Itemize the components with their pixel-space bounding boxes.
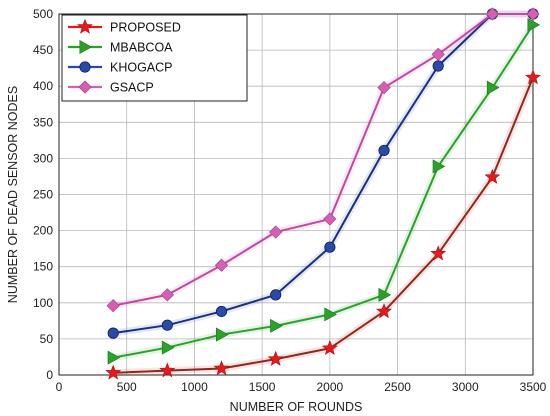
marker-circle: [378, 144, 390, 157]
marker-star: [105, 364, 122, 380]
series-mbabcoa: [107, 17, 541, 365]
series-proposed: [105, 69, 541, 380]
y-tick-label: 0: [46, 368, 53, 382]
y-tick-label: 300: [33, 151, 53, 165]
marker-diamond: [214, 258, 229, 272]
x-tick-label: 500: [117, 380, 137, 394]
axes: 0 500 1000 1500 2000 2500 3000 3500 0 50 100 150 200…: [33, 7, 547, 394]
marker-triangle: [527, 17, 541, 32]
marker-star: [213, 360, 230, 376]
marker-star: [525, 69, 541, 85]
marker-diamond: [485, 7, 499, 21]
marker-star: [376, 303, 392, 319]
x-tick-label: 1000: [181, 380, 208, 394]
marker-circle: [324, 241, 336, 253]
marker-diamond: [106, 299, 120, 313]
marker-diamond: [526, 7, 540, 21]
marker-diamond: [323, 212, 337, 226]
x-tick-label: 3000: [452, 380, 479, 394]
y-tick-label: 500: [33, 7, 53, 21]
marker-star: [77, 18, 93, 34]
y-tick-label: 450: [33, 43, 53, 57]
y-tick-label: 350: [33, 115, 53, 129]
legend-label: KHOGACP: [110, 61, 173, 75]
marker-circle: [432, 60, 444, 72]
y-tick-label: 250: [33, 188, 53, 202]
y-tick-label: 200: [33, 224, 53, 238]
legend-label: PROPOSED: [110, 21, 181, 35]
marker-star: [430, 245, 447, 261]
series-group: [105, 7, 541, 380]
marker-triangle: [270, 318, 283, 333]
marker-triangle: [161, 340, 175, 355]
marker-triangle: [432, 159, 446, 174]
series-gsacp: [106, 7, 540, 313]
marker-triangle: [107, 350, 121, 365]
marker-diamond: [160, 288, 174, 302]
marker-triangle: [324, 307, 337, 322]
x-tick-label: 1500: [249, 380, 276, 394]
marker-star: [321, 339, 338, 356]
marker-circle: [270, 289, 282, 301]
y-tick-label: 50: [40, 332, 54, 346]
legend-item-mbabcoa: MBABCOA: [68, 39, 173, 55]
y-tick-label: 100: [33, 296, 53, 310]
marker-circle: [107, 327, 119, 339]
marker-triangle: [378, 287, 392, 302]
plot-frame: [58, 13, 534, 376]
x-axis-title: NUMBER OF ROUNDS: [230, 400, 363, 414]
marker-triangle: [486, 80, 500, 95]
y-tick-label: 150: [33, 260, 53, 274]
marker-diamond: [269, 225, 283, 239]
legend-item-khogacp: KHOGACP: [68, 61, 173, 75]
legend-item-gsacp: GSACP: [68, 80, 154, 95]
y-axis-title: NUMBER OF DEAD SENSOR NODES: [6, 86, 20, 303]
legend-label: MBABCOA: [110, 41, 173, 55]
marker-star: [484, 168, 501, 184]
marker-circle: [215, 305, 228, 318]
marker-diamond: [377, 81, 391, 95]
marker-circle: [79, 61, 91, 73]
legend-label: GSACP: [110, 81, 154, 95]
x-tick-label: 3500: [520, 380, 547, 394]
y-tick-label: 400: [33, 79, 53, 93]
x-tick-label: 0: [56, 380, 63, 394]
marker-diamond: [431, 47, 445, 62]
marker-circle: [161, 319, 173, 331]
x-tick-label: 2000: [317, 380, 344, 394]
x-tick-label: 2500: [384, 380, 411, 394]
marker-triangle: [79, 39, 93, 55]
legend: PROPOSED MBABCOA KHOGACP GSACP: [61, 14, 248, 102]
marker-star: [159, 362, 176, 378]
legend-item-proposed: PROPOSED: [68, 18, 181, 35]
marker-triangle: [216, 327, 229, 342]
marker-diamond: [78, 80, 92, 94]
marker-star: [267, 350, 284, 366]
